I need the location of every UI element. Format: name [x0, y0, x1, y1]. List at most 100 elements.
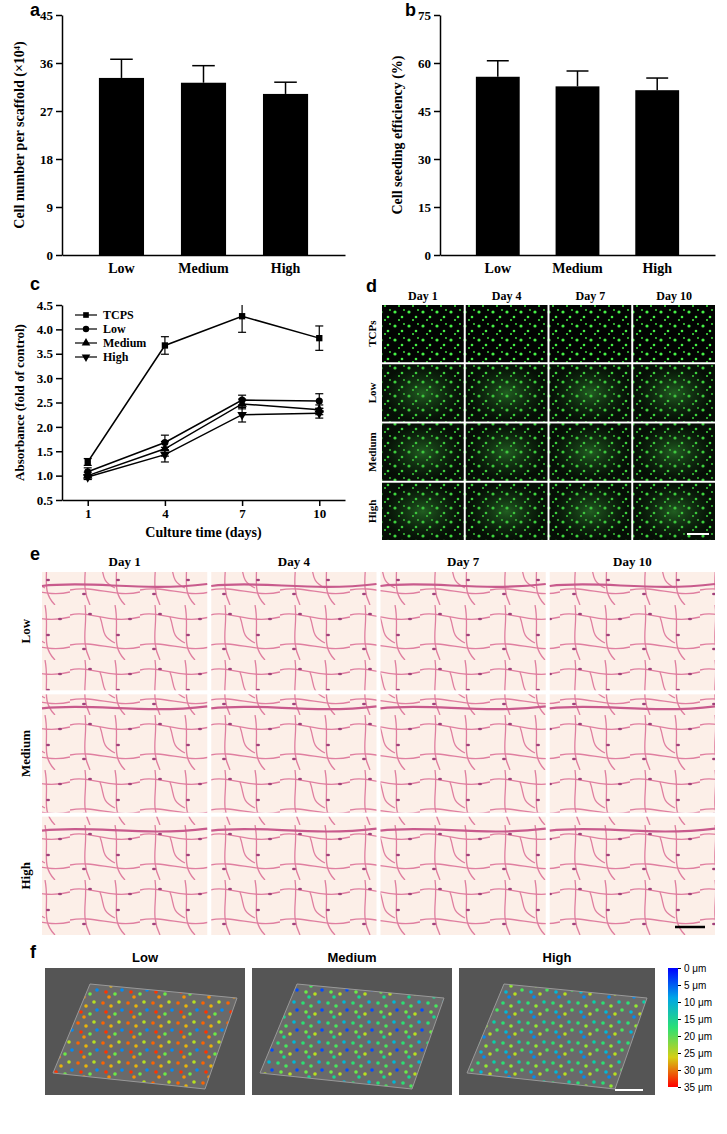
- tick-label: Medium: [178, 261, 229, 276]
- error-cap: [161, 336, 169, 337]
- error-cap: [161, 354, 169, 355]
- tissue-edge: [381, 584, 546, 587]
- error-cap: [487, 60, 509, 62]
- y-axis-title: Cell number per scaffold (×10⁴): [12, 41, 28, 229]
- panel-0: 0918273645LowMediumHighCell number per s…: [12, 8, 346, 276]
- micrograph: [633, 364, 715, 421]
- image-title: Medium: [327, 950, 376, 965]
- column-label: Day 4: [278, 554, 311, 569]
- marker: [316, 335, 322, 341]
- column-label: Day 1: [408, 289, 438, 303]
- error-line: [121, 59, 123, 78]
- x-axis: 14710: [63, 500, 346, 521]
- error-line: [497, 61, 499, 77]
- tick: Medium: [552, 261, 603, 276]
- tick: 36: [40, 56, 62, 71]
- axis-line: [440, 16, 442, 256]
- tissue-edge: [211, 829, 376, 832]
- micrograph: [382, 424, 464, 481]
- error-cap: [315, 408, 323, 409]
- tick: 0: [425, 248, 441, 263]
- tick: 27: [40, 104, 62, 119]
- tick-mark: [56, 427, 62, 429]
- micrograph: [466, 483, 548, 540]
- tick: 10 μm: [678, 997, 712, 1008]
- panel-1: 01530456075LowMediumHighCell seeding eff…: [390, 8, 716, 276]
- row-label: Low: [366, 382, 378, 403]
- bar: [556, 86, 600, 255]
- micrograph: [550, 305, 632, 362]
- row-label: Medium: [18, 730, 33, 777]
- tick-mark: [56, 378, 62, 380]
- row-label: High: [18, 861, 33, 889]
- error-cap: [161, 461, 169, 462]
- tick-mark: [434, 207, 440, 209]
- tick-label: 3.5: [37, 346, 54, 361]
- scale-bar: [615, 1089, 643, 1091]
- bar: [263, 94, 308, 255]
- micrograph: [633, 483, 715, 540]
- tick: 7: [239, 500, 246, 521]
- tick: 2.0: [37, 420, 62, 435]
- tick-mark: [678, 1070, 681, 1071]
- column-label: Day 7: [447, 554, 480, 569]
- tick-label: Low: [108, 261, 135, 276]
- column-label: Day 7: [576, 289, 606, 303]
- series-line: [88, 404, 320, 476]
- tick-mark: [434, 63, 440, 65]
- tick: 3.0: [37, 371, 62, 386]
- marker: [316, 397, 323, 404]
- legend-label: TCPS: [103, 308, 134, 322]
- error-bar: [567, 71, 589, 86]
- micrograph-glow: [633, 483, 715, 540]
- scale-bar: [675, 926, 705, 929]
- error-line: [656, 78, 658, 90]
- micrograph: [550, 424, 632, 481]
- tissue-edge: [550, 829, 715, 832]
- y-axis-title: Absorbance (fold of control): [12, 324, 27, 481]
- series-line: [88, 413, 320, 477]
- tick-mark: [56, 451, 62, 453]
- tick-mark: [678, 1002, 681, 1003]
- y-axis-title: Cell seeding efficiency (%): [390, 55, 406, 214]
- plot-area: [99, 59, 308, 255]
- confocal-image: [252, 968, 452, 1095]
- tick-mark: [56, 305, 62, 307]
- tick-label: 10: [313, 506, 326, 521]
- error-cap: [315, 350, 323, 351]
- error-bar: [110, 59, 133, 78]
- tissue-edge: [550, 706, 715, 709]
- tick: 1.5: [37, 444, 62, 459]
- tick: High: [642, 261, 672, 276]
- tick: 9: [47, 200, 63, 215]
- bar: [635, 90, 679, 255]
- tick-label: 15 μm: [684, 1014, 712, 1025]
- tick: 15: [418, 200, 440, 215]
- legend-entry: Low: [75, 322, 126, 336]
- micrograph-glow: [550, 424, 632, 481]
- y-axis: 01530456075: [418, 8, 441, 263]
- tick-mark: [434, 15, 440, 17]
- tick: 1.0: [37, 468, 62, 483]
- tick-mark: [319, 500, 321, 506]
- tick-label: 7: [239, 506, 246, 521]
- error-cap: [274, 81, 297, 83]
- micrograph: [466, 364, 548, 421]
- figure-svg: 0918273645LowMediumHighCell number per s…: [0, 0, 727, 1134]
- micrograph: [42, 694, 207, 812]
- tick-label: 5 μm: [684, 980, 706, 991]
- tick-mark: [678, 1087, 681, 1088]
- error-bar: [238, 399, 246, 409]
- error-bar: [274, 82, 297, 94]
- micrograph-glow: [466, 424, 548, 481]
- legend-marker: [82, 355, 91, 362]
- tick-mark: [56, 63, 62, 65]
- tick-mark: [56, 255, 62, 257]
- tick-mark: [56, 207, 62, 209]
- micrograph: [211, 817, 376, 935]
- micrograph: [382, 483, 464, 540]
- tick-label: 60: [418, 56, 431, 71]
- panel-2: 0.51.01.52.02.53.03.54.04.514710Culture …: [12, 298, 346, 541]
- tick: 35 μm: [678, 1082, 712, 1093]
- image-title: High: [543, 950, 572, 965]
